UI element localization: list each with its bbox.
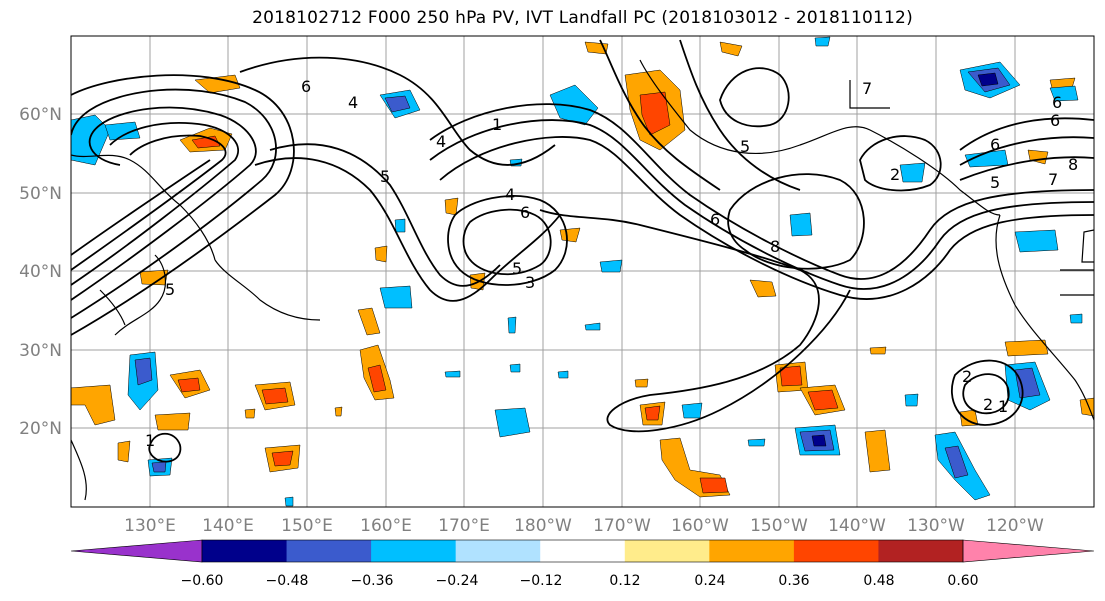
- contour-label: 5: [165, 280, 175, 299]
- contour-label: 6: [520, 203, 530, 222]
- longitude-labels: 130°E 140°E 150°E 160°E 170°E 180°W 170°…: [124, 516, 1044, 536]
- lat-label: 40°N: [19, 262, 62, 282]
- colorbar-tick-label: 0.36: [778, 573, 809, 589]
- contour-label: 6: [1052, 93, 1062, 112]
- colorbar-segment: [540, 540, 626, 562]
- colorbar-segment: [793, 540, 879, 562]
- colorbar-tick-labels: −0.60 −0.48 −0.36 −0.24 −0.12 0.12 0.24 …: [181, 573, 979, 589]
- contour-label: 6: [1050, 111, 1060, 130]
- colorbar-segment: [709, 540, 795, 562]
- negative-ivt-anomalies: [71, 36, 1083, 507]
- contour-label-group: 6 4 6 4 1 5 4 6 5 3 6 8 5 2 5 7 6 5 6 8 …: [145, 77, 1078, 450]
- contour-label: 8: [770, 237, 780, 256]
- map-frame: [70, 35, 1095, 508]
- colorbar-tick-label: 0.48: [863, 573, 894, 589]
- contour-label: 6: [301, 77, 311, 96]
- contour-label: 4: [505, 185, 515, 204]
- lon-label: 130°E: [124, 516, 176, 536]
- colorbar-segment: [455, 540, 541, 562]
- colorbar-tick-label: −0.48: [266, 573, 309, 589]
- lon-label: 160°E: [360, 516, 412, 536]
- coastlines: [71, 59, 1094, 501]
- colorbar-segment: [878, 540, 964, 562]
- contour-label: 8: [1068, 155, 1078, 174]
- colorbar-segments: [70, 539, 1095, 563]
- contour-label: 1: [998, 397, 1008, 416]
- contour-label: 5: [512, 259, 522, 278]
- colorbar-segment: [371, 540, 457, 562]
- contour-label: 5: [380, 167, 390, 186]
- contour-label: 3: [525, 273, 535, 292]
- lon-label: 140°W: [828, 516, 886, 536]
- contour-label: 6: [990, 135, 1000, 154]
- contour-label: 5: [740, 137, 750, 156]
- lat-label: 30°N: [19, 341, 62, 361]
- colorbar: −0.60 −0.48 −0.36 −0.24 −0.12 0.12 0.24 …: [70, 539, 1095, 589]
- colorbar-tick-label: −0.60: [181, 573, 224, 589]
- colorbar-tick-label: −0.24: [436, 573, 479, 589]
- colorbar-tick-label: −0.12: [520, 573, 563, 589]
- lon-label: 120°W: [986, 516, 1044, 536]
- positive-ivt-anomalies: [71, 41, 1094, 498]
- lon-label: 140°E: [202, 516, 254, 536]
- contour-label: 2: [962, 367, 972, 386]
- colorbar-segment: [202, 540, 288, 562]
- lon-label: 130°W: [907, 516, 965, 536]
- colorbar-segment: [624, 540, 710, 562]
- figure-title: 2018102712 F000 250 hPa PV, IVT Landfall…: [252, 8, 913, 28]
- contour-label: 7: [1048, 170, 1058, 189]
- colorbar-extend-high: [962, 539, 1095, 563]
- latitude-labels: 60°N 50°N 40°N 30°N 20°N: [19, 105, 62, 439]
- contour-label: 5: [990, 173, 1000, 192]
- contour-label: 1: [145, 431, 155, 450]
- colorbar-tick-label: 0.24: [694, 573, 725, 589]
- lat-label: 50°N: [19, 184, 62, 204]
- lat-label: 60°N: [19, 105, 62, 125]
- contour-label: 2: [983, 395, 993, 414]
- colorbar-extend-low: [70, 539, 203, 563]
- lon-label: 170°E: [438, 516, 490, 536]
- colorbar-segment: [286, 540, 372, 562]
- contour-label: 6: [710, 210, 720, 229]
- colorbar-tick-label: 0.60: [947, 573, 978, 589]
- lon-label: 170°W: [593, 516, 651, 536]
- colorbar-tick-label: 0.12: [609, 573, 640, 589]
- lon-label: 160°W: [671, 516, 729, 536]
- lat-label: 20°N: [19, 419, 62, 439]
- contour-label: 7: [862, 79, 872, 98]
- contour-label: 4: [436, 132, 446, 151]
- colorbar-outline: [201, 539, 964, 563]
- contour-label: 4: [348, 93, 358, 112]
- lon-label: 180°W: [514, 516, 572, 536]
- pv-contours: [71, 39, 1094, 463]
- lon-label: 150°W: [750, 516, 808, 536]
- contour-label: 2: [890, 165, 900, 184]
- contour-label: 1: [492, 115, 502, 134]
- colorbar-tick-label: −0.36: [351, 573, 394, 589]
- lon-label: 150°E: [281, 516, 333, 536]
